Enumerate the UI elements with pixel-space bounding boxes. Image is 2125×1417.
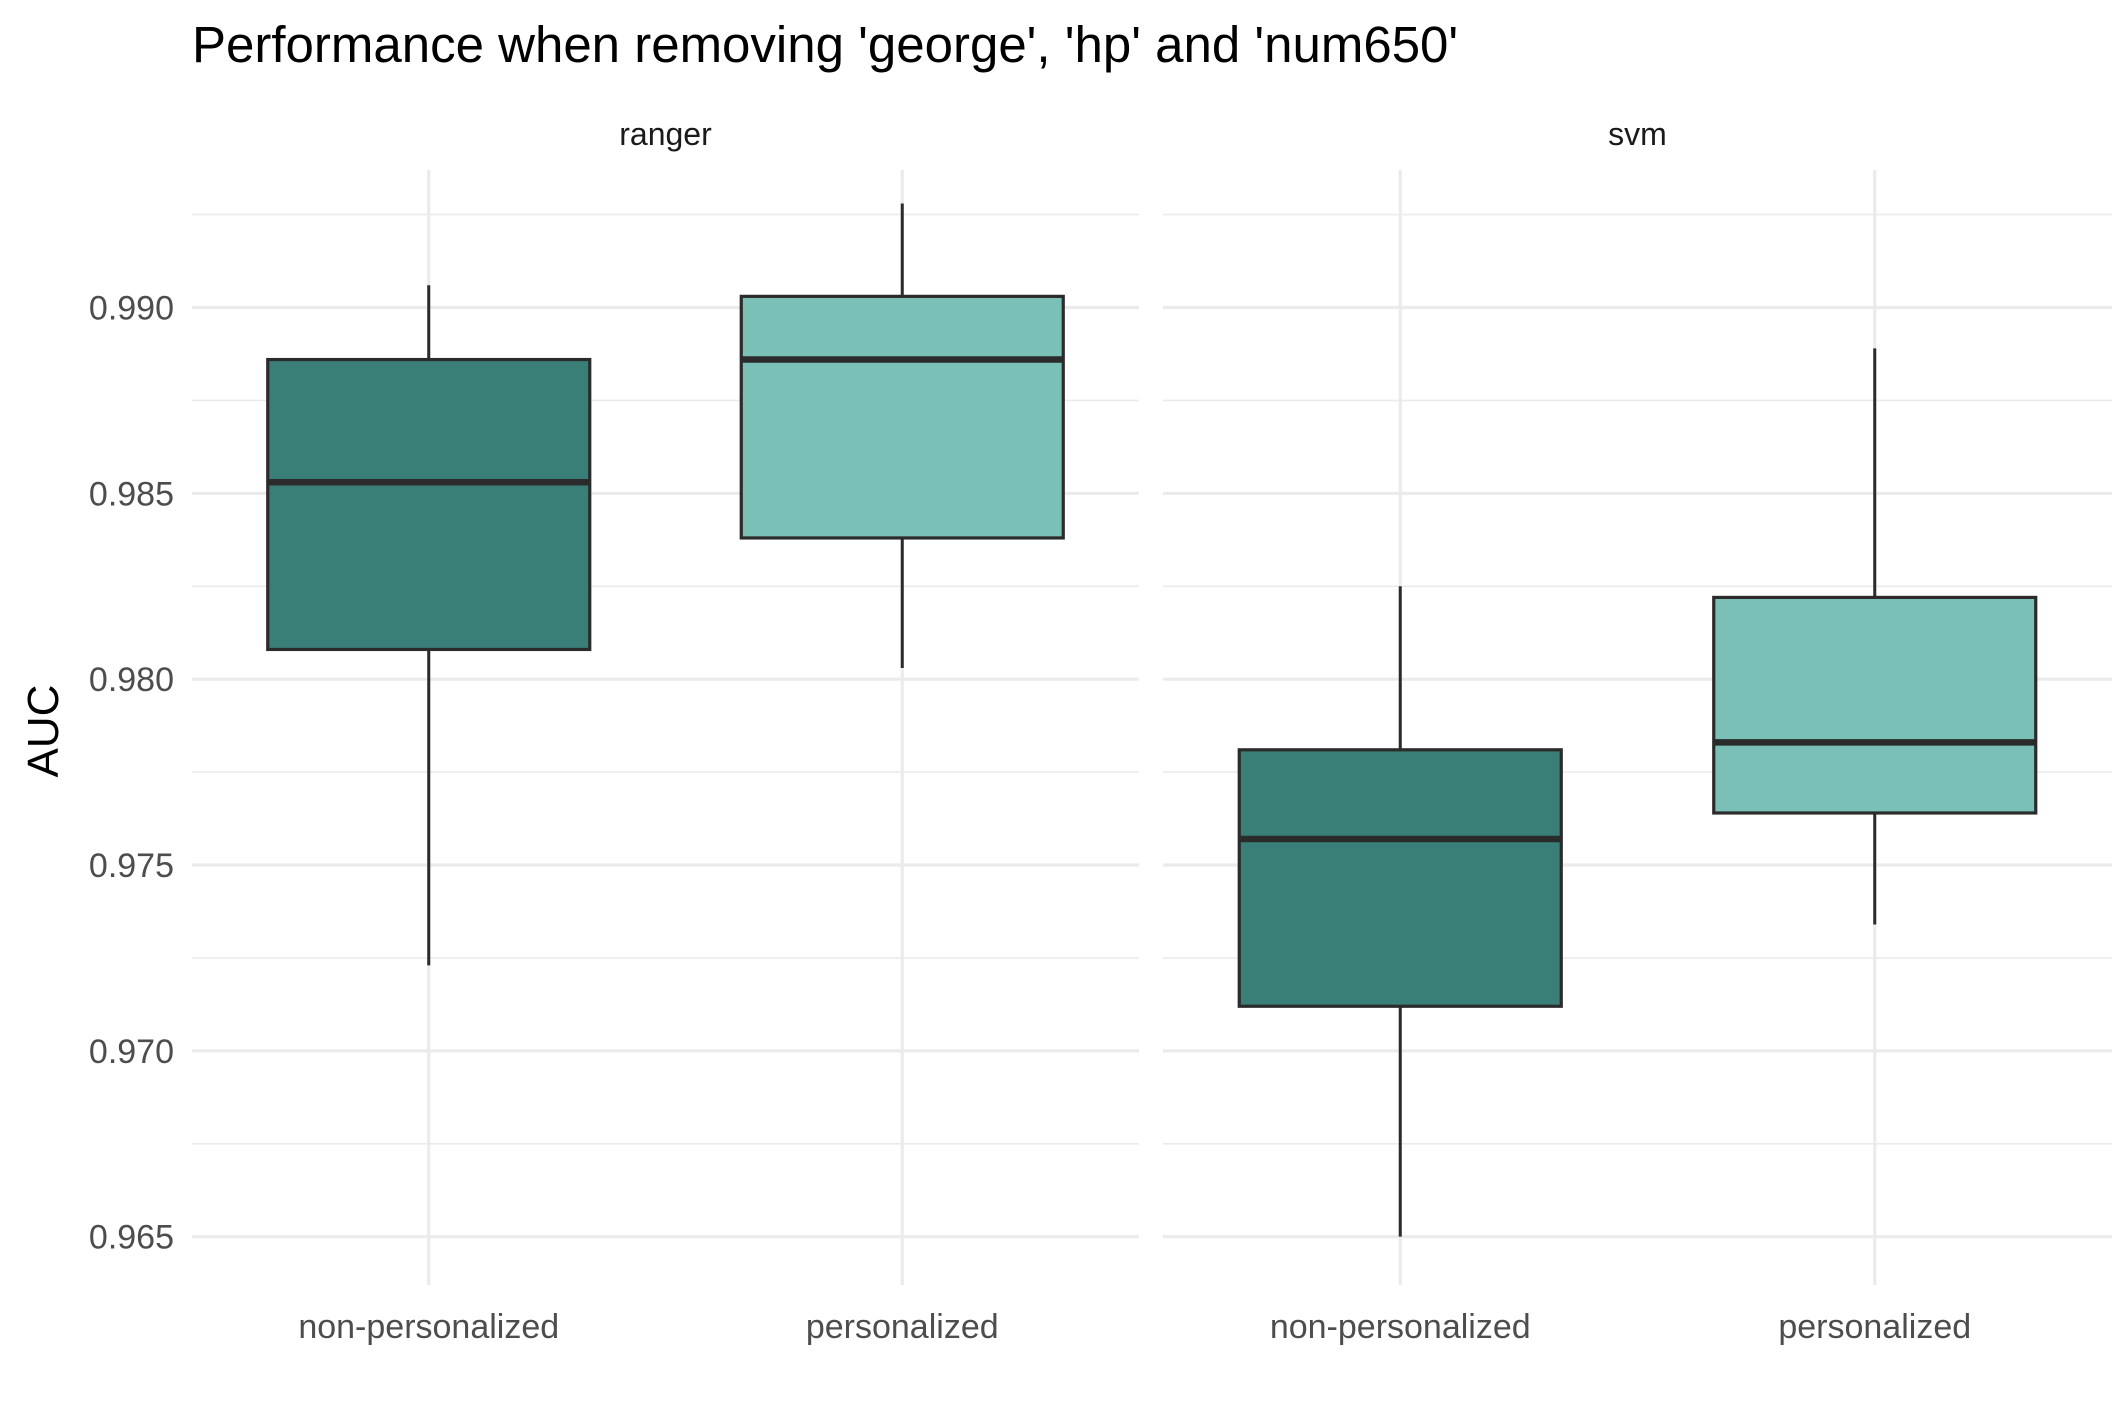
facet-strip-label: ranger bbox=[619, 116, 712, 152]
y-tick-label: 0.985 bbox=[89, 475, 174, 513]
box-iqr bbox=[1237, 748, 1563, 1008]
x-tick-label: personalized bbox=[1778, 1308, 1971, 1346]
facet-panel-svm: svm non-personalized personalized bbox=[1163, 116, 2112, 1346]
x-tick-label: personalized bbox=[806, 1308, 999, 1346]
facet-panel-ranger: ranger non-personalized personalized bbox=[192, 116, 1139, 1346]
box-non-personalized bbox=[1237, 586, 1563, 1237]
facet-strip-label: svm bbox=[1608, 116, 1667, 152]
box-iqr bbox=[266, 357, 592, 652]
x-tick-label: non-personalized bbox=[1270, 1308, 1531, 1346]
box-iqr bbox=[739, 294, 1065, 540]
y-tick-label: 0.990 bbox=[89, 290, 174, 328]
y-tick-label: 0.965 bbox=[89, 1219, 174, 1257]
plot-area: ranger non-personalized personalized svm non… bbox=[89, 116, 2112, 1346]
box-non-personalized bbox=[266, 285, 592, 966]
chart-title: Performance when removing 'george', 'hp'… bbox=[192, 16, 1458, 73]
y-tick-label: 0.975 bbox=[89, 847, 174, 885]
box-iqr bbox=[1712, 595, 2038, 815]
x-tick-label: non-personalized bbox=[298, 1308, 559, 1346]
y-tick-label: 0.970 bbox=[89, 1033, 174, 1071]
box-personalized bbox=[739, 203, 1065, 669]
y-axis-title: AUC bbox=[19, 685, 68, 778]
y-tick-label: 0.980 bbox=[89, 661, 174, 699]
box-personalized bbox=[1712, 348, 2038, 925]
